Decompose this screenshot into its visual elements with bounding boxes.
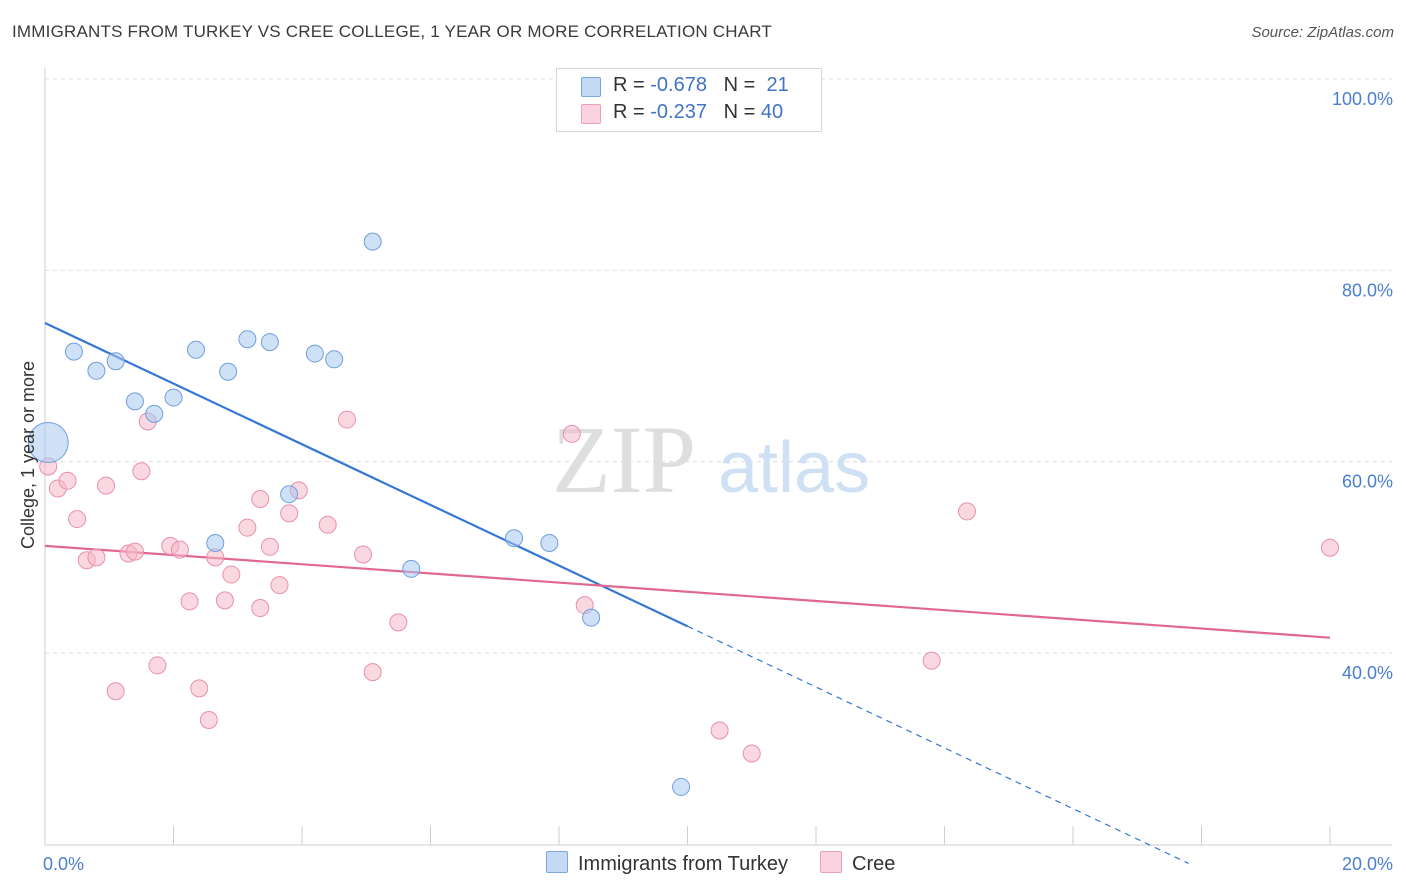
grid-lines: [45, 78, 1392, 654]
point-cree: [170, 540, 189, 559]
point-turkey: [87, 361, 106, 380]
point-turkey: [540, 533, 559, 552]
bottom-legend-label-turkey: Immigrants from Turkey: [578, 853, 789, 875]
legend-r-turkey: -0.678: [650, 74, 707, 96]
point-turkey: [305, 344, 324, 363]
correlation-legend: R = -0.678 N = 21 R = -0.237 N = 40: [556, 68, 822, 132]
point-turkey: [145, 404, 164, 423]
point-cree: [742, 744, 761, 763]
point-turkey: [505, 529, 524, 548]
y-tick-label: 80.0%: [1342, 280, 1393, 300]
tick-labels: 100.0% 80.0% 60.0% 40.0% 0.0% 20.0%: [43, 89, 1393, 874]
point-turkey: [363, 232, 382, 251]
watermark: ZIP atlas: [552, 406, 870, 513]
watermark-atlas: atlas: [718, 428, 870, 508]
point-cree: [87, 548, 106, 567]
point-cree: [389, 613, 408, 632]
point-cree: [199, 710, 218, 729]
legend-swatch-turkey: [581, 77, 601, 97]
point-cree: [106, 682, 125, 701]
source-label: Source: ZipAtlas.com: [1251, 24, 1394, 41]
watermark-zip: ZIP: [552, 406, 696, 513]
point-turkey: [280, 485, 299, 504]
trend-line: [44, 544, 1331, 639]
point-cree: [190, 679, 209, 698]
x-tick-label: 0.0%: [43, 854, 84, 874]
legend-swatch-cree: [581, 104, 601, 124]
point-cree: [337, 410, 356, 429]
point-cree: [251, 599, 270, 618]
point-turkey: [325, 350, 344, 369]
point-cree: [125, 542, 144, 561]
legend-n-turkey: 21: [766, 74, 789, 96]
point-cree: [251, 489, 270, 508]
point-turkey: [164, 388, 183, 407]
point-turkey: [106, 352, 125, 371]
point-cree: [270, 576, 289, 595]
point-turkey: [64, 342, 83, 361]
point-turkey: [219, 362, 238, 381]
point-turkey: [27, 422, 69, 464]
point-cree: [922, 651, 941, 670]
legend-r-cree: -0.237: [650, 101, 707, 123]
point-turkey: [260, 333, 279, 352]
y-tick-label: 40.0%: [1342, 663, 1393, 683]
bottom-legend-turkey: Immigrants from Turkey: [546, 851, 788, 876]
point-cree: [260, 537, 279, 556]
point-cree: [562, 424, 581, 443]
x-tick-label: 20.0%: [1342, 854, 1393, 874]
point-turkey: [206, 533, 225, 552]
data-points: [27, 232, 1339, 796]
legend-n-cree: 40: [760, 101, 784, 123]
bottom-legend-cree: Cree: [820, 851, 895, 876]
point-cree: [363, 663, 382, 682]
point-cree: [1321, 538, 1339, 557]
point-turkey: [402, 559, 421, 578]
point-cree: [957, 502, 976, 521]
y-tick-label: 100.0%: [1332, 89, 1393, 109]
trend-line-extension: [687, 625, 1189, 865]
chart-title: IMMIGRANTS FROM TURKEY VS CREE COLLEGE, …: [12, 22, 773, 41]
point-turkey: [125, 392, 144, 411]
bottom-legend-swatch-turkey: [546, 851, 568, 873]
legend-text-cree: R = -0.237 N = 40: [613, 101, 784, 123]
point-cree: [354, 545, 373, 564]
point-cree: [215, 591, 234, 610]
y-tick-label: 60.0%: [1342, 472, 1393, 492]
point-turkey: [238, 330, 257, 349]
trend-line: [44, 321, 688, 628]
point-turkey: [186, 340, 205, 359]
point-cree: [180, 592, 199, 611]
point-cree: [710, 721, 729, 740]
bottom-legend-swatch-cree: [820, 851, 842, 873]
point-cree: [222, 565, 241, 584]
point-cree: [238, 518, 257, 537]
point-turkey: [672, 777, 691, 796]
point-cree: [318, 515, 337, 534]
point-cree: [280, 504, 299, 523]
point-cree: [97, 476, 116, 495]
y-axis-label: College, 1 year or more: [18, 361, 38, 549]
point-turkey: [582, 608, 601, 627]
point-cree: [68, 510, 87, 529]
bottom-legend-label-cree: Cree: [852, 853, 896, 875]
point-cree: [132, 462, 151, 481]
trend-lines: [44, 321, 1331, 865]
point-cree: [148, 656, 167, 675]
point-cree: [58, 471, 77, 490]
legend-text-turkey: R = -0.678 N = 21: [613, 74, 789, 96]
